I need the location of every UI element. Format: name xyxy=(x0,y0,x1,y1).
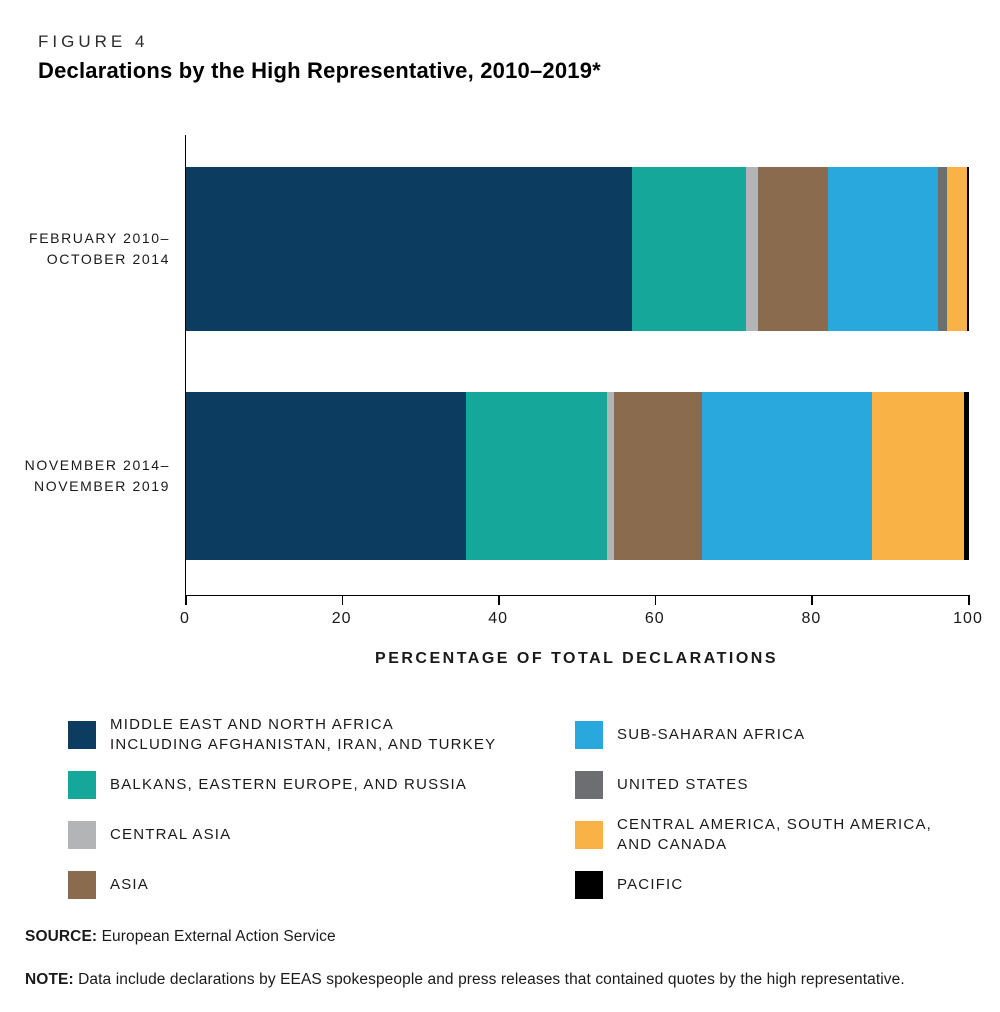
legend-swatch xyxy=(575,871,603,899)
bar-segment xyxy=(966,167,969,331)
legend-item: SUB-SAHARAN AFRICA xyxy=(575,721,968,749)
legend-label: MIDDLE EAST AND NORTH AFRICA INCLUDING AF… xyxy=(110,715,496,755)
legend-label-line: ASIA xyxy=(110,876,149,893)
category-label: NOVEMBER 2014– NOVEMBER 2019 xyxy=(12,455,170,497)
source-text: European External Action Service xyxy=(101,928,336,945)
legend-label: UNITED STATES xyxy=(617,775,749,795)
legend-label-line: CENTRAL ASIA xyxy=(110,826,232,843)
x-tick xyxy=(654,595,657,605)
legend-label-line: PACIFIC xyxy=(617,876,684,893)
legend-item: UNITED STATES xyxy=(575,771,968,799)
legend-item: ASIA xyxy=(68,871,575,899)
legend-item: CENTRAL AMERICA, SOUTH AMERICA, AND CANAD… xyxy=(575,815,968,855)
stacked-bar-1 xyxy=(186,392,969,560)
bar-segment xyxy=(466,392,608,560)
legend-item: PACIFIC xyxy=(575,871,968,899)
legend-swatch xyxy=(68,721,96,749)
x-tick-label: 0 xyxy=(180,610,190,627)
note-line: NOTE: Data include declarations by EEAS … xyxy=(25,971,905,989)
bar-segment xyxy=(757,167,829,331)
legend-swatch xyxy=(575,721,603,749)
x-tick-label: 60 xyxy=(644,610,665,627)
x-axis-title: PERCENTAGE OF TOTAL DECLARATIONS xyxy=(375,650,778,667)
legend: MIDDLE EAST AND NORTH AFRICA INCLUDING AF… xyxy=(68,710,968,910)
legend-label: BALKANS, EASTERN EUROPE, AND RUSSIA xyxy=(110,775,467,795)
stacked-bar-0 xyxy=(186,167,969,331)
figure-number: FIGURE 4 xyxy=(38,32,149,51)
legend-item: MIDDLE EAST AND NORTH AFRICA INCLUDING AF… xyxy=(68,715,575,755)
x-tick xyxy=(341,595,344,605)
source-label: SOURCE: xyxy=(25,928,98,945)
legend-label-line: AND CANADA xyxy=(617,836,728,853)
bar-segment xyxy=(947,167,967,331)
bar-segment xyxy=(745,167,758,331)
x-tick xyxy=(498,595,500,605)
bar-segment xyxy=(937,167,948,331)
legend-label: CENTRAL ASIA xyxy=(110,825,231,845)
bar-segment xyxy=(607,392,615,560)
plot-area xyxy=(185,135,969,596)
legend-swatch xyxy=(575,771,603,799)
legend-label-line: CENTRAL AMERICA, SOUTH AMERICA, xyxy=(617,816,933,833)
x-tick-label: 80 xyxy=(801,610,822,627)
legend-label: SUB-SAHARAN AFRICA xyxy=(617,725,805,745)
legend-item: BALKANS, EASTERN EUROPE, AND RUSSIA xyxy=(68,771,575,799)
legend-swatch xyxy=(68,871,96,899)
legend-label-line: MIDDLE EAST AND NORTH AFRICA xyxy=(110,716,394,733)
x-tick-label: 100 xyxy=(953,610,983,627)
x-tick xyxy=(968,595,970,605)
legend-label: CENTRAL AMERICA, SOUTH AMERICA, AND CANAD… xyxy=(617,815,932,855)
bar-segment xyxy=(186,167,633,331)
note-text: Data include declarations by EEAS spokes… xyxy=(78,971,905,988)
x-tick xyxy=(811,595,813,605)
note-label: NOTE: xyxy=(25,971,74,988)
legend-item: CENTRAL ASIA xyxy=(68,821,575,849)
category-label-line: NOVEMBER 2014– xyxy=(24,457,170,473)
source-line: SOURCE: European External Action Service xyxy=(25,928,336,946)
legend-label-line: INCLUDING AFGHANISTAN, IRAN, AND TURKEY xyxy=(110,736,497,753)
category-label-line: NOVEMBER 2019 xyxy=(34,478,170,494)
x-tick-label: 20 xyxy=(331,610,352,627)
bar-segment xyxy=(614,392,702,560)
category-label: FEBRUARY 2010– OCTOBER 2014 xyxy=(12,228,170,270)
legend-label-line: UNITED STATES xyxy=(617,776,749,793)
legend-swatch xyxy=(575,821,603,849)
bar-segment xyxy=(701,392,872,560)
legend-label-line: BALKANS, EASTERN EUROPE, AND RUSSIA xyxy=(110,776,468,793)
x-tick xyxy=(185,595,187,605)
category-label-line: OCTOBER 2014 xyxy=(46,251,170,267)
bar-segment xyxy=(632,167,746,331)
bar-segment xyxy=(186,392,467,560)
legend-label: PACIFIC xyxy=(617,875,683,895)
legend-label-line: SUB-SAHARAN AFRICA xyxy=(617,726,806,743)
category-label-line: FEBRUARY 2010– xyxy=(29,230,170,246)
legend-swatch xyxy=(68,821,96,849)
figure-title: Declarations by the High Representative,… xyxy=(38,58,601,83)
bar-segment xyxy=(871,392,965,560)
legend-swatch xyxy=(68,771,96,799)
x-tick-label: 40 xyxy=(488,610,509,627)
legend-label: ASIA xyxy=(110,875,149,895)
bar-segment xyxy=(828,167,938,331)
bar-segment xyxy=(964,392,969,560)
